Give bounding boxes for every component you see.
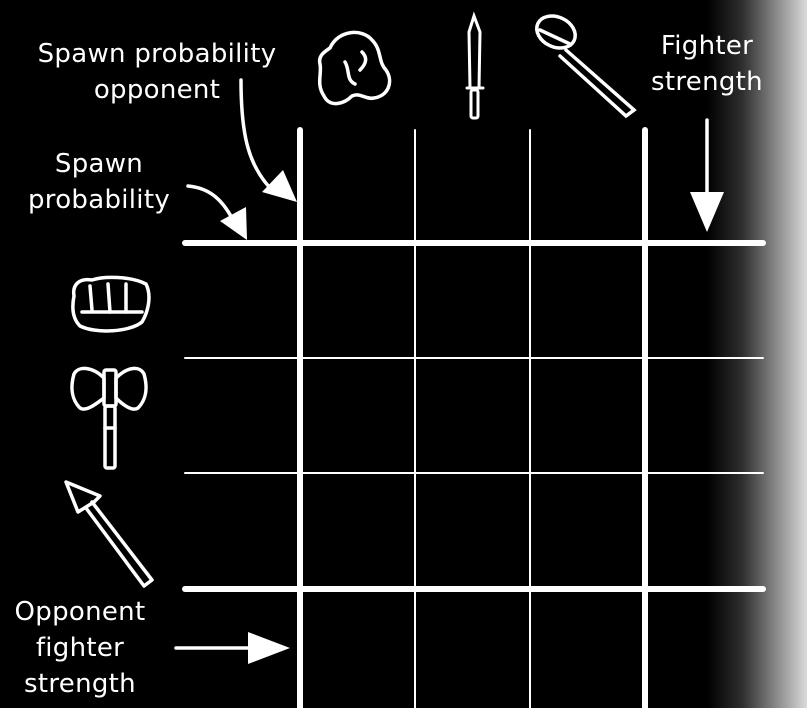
label-line: Spawn (54, 149, 144, 179)
label-line: strength (24, 669, 136, 699)
label-spawn-probability-opponent: Spawn probability opponent (18, 36, 296, 108)
label-fighter-strength: Fighter strength (640, 28, 774, 100)
arrow-spawn-probability-opponent (239, 78, 278, 196)
arrowhead-fighter-strength (690, 192, 724, 232)
label-line: Opponent (14, 597, 146, 627)
label-line: Fighter (660, 31, 754, 61)
spear-icon (64, 480, 154, 588)
label-spawn-probability: Spawn probability (14, 146, 184, 218)
arrowhead-spawn-probability-opponent (262, 170, 297, 202)
label-line: fighter (35, 633, 125, 663)
arrowhead-spawn-probability (220, 207, 247, 240)
label-line: opponent (93, 75, 221, 105)
arrowhead-opponent-fighter-strength (248, 632, 290, 664)
sword-icon (465, 11, 485, 120)
double-axe-icon (70, 366, 148, 470)
label-line: probability (27, 185, 171, 215)
label-line: strength (651, 67, 763, 97)
label-opponent-fighter-strength: Opponent fighter strength (0, 594, 160, 702)
fist-icon (71, 275, 151, 333)
arrow-spawn-probability (186, 184, 234, 220)
mace-icon (535, 14, 637, 119)
label-line: Spawn probability (37, 39, 277, 69)
rock-icon (317, 30, 392, 106)
